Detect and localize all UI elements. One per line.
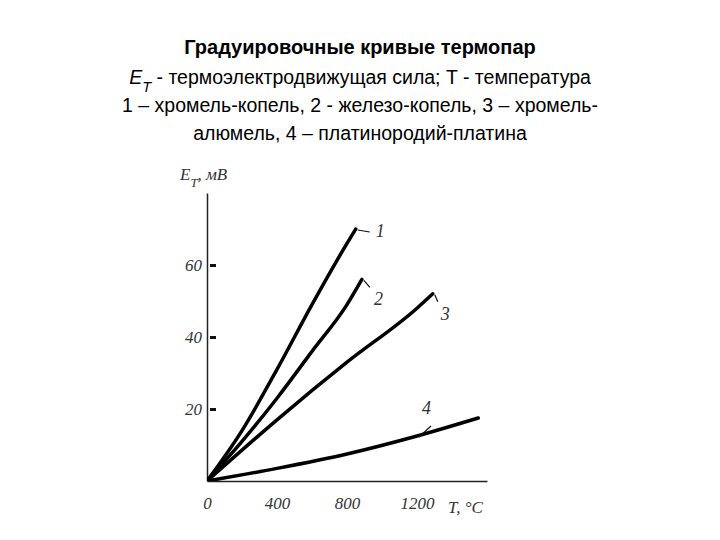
x-axis-line — [208, 481, 488, 483]
x-tick-label: 1200 — [401, 494, 436, 513]
x-tick: 1200 — [401, 481, 436, 513]
x-tick-label: 0 — [203, 494, 212, 513]
x-axis-label: T, °C — [448, 498, 483, 517]
series-line — [207, 294, 433, 481]
x-tick: 400 — [265, 481, 291, 513]
title: Градуировочные кривые термопар — [184, 36, 536, 58]
leader-line — [435, 295, 438, 302]
subtitle: 1 – хромель-копель, 2 - железо-копель, 3… — [122, 94, 598, 116]
y-axis-line — [207, 194, 209, 482]
curve-label: 3 — [440, 304, 450, 324]
curve-labels: 1 2 3 4 — [358, 221, 450, 437]
y-tick: 60 — [185, 256, 216, 275]
leader-line — [419, 426, 431, 437]
series-line — [207, 229, 356, 481]
curve-label: 1 — [376, 221, 385, 241]
x-tick: 800 — [335, 481, 361, 513]
y-tick-mark — [210, 408, 216, 411]
y-axis: 20 40 60 — [185, 194, 216, 482]
y-tick-label: 60 — [185, 256, 203, 275]
y-tick: 20 — [185, 400, 216, 419]
leader-line — [358, 230, 370, 232]
series-line — [207, 279, 362, 481]
y-tick-mark — [210, 336, 216, 339]
x-tick-label: 400 — [265, 494, 291, 513]
y-tick-mark — [210, 264, 216, 267]
subtitle: ET - термоэлектродвижущая сила; T - темп… — [129, 66, 591, 95]
y-tick-label: 40 — [185, 328, 203, 347]
curve-label: 2 — [374, 289, 383, 309]
curve-label: 4 — [422, 398, 431, 418]
series-line — [207, 418, 478, 481]
subtitle: алюмель, 4 – платинородий-платина — [193, 122, 527, 144]
x-tick: 0 — [203, 481, 212, 513]
y-axis-label: ET, мВ — [179, 165, 228, 190]
x-axis: 0 400 800 1200 — [203, 481, 487, 513]
y-tick: 40 — [185, 328, 216, 347]
leader-line — [364, 280, 370, 287]
x-tick-label: 800 — [335, 494, 361, 513]
y-tick-label: 20 — [185, 400, 203, 419]
plot-area — [207, 229, 478, 481]
chart: Градуировочные кривые термопар ET - термо… — [0, 0, 720, 540]
